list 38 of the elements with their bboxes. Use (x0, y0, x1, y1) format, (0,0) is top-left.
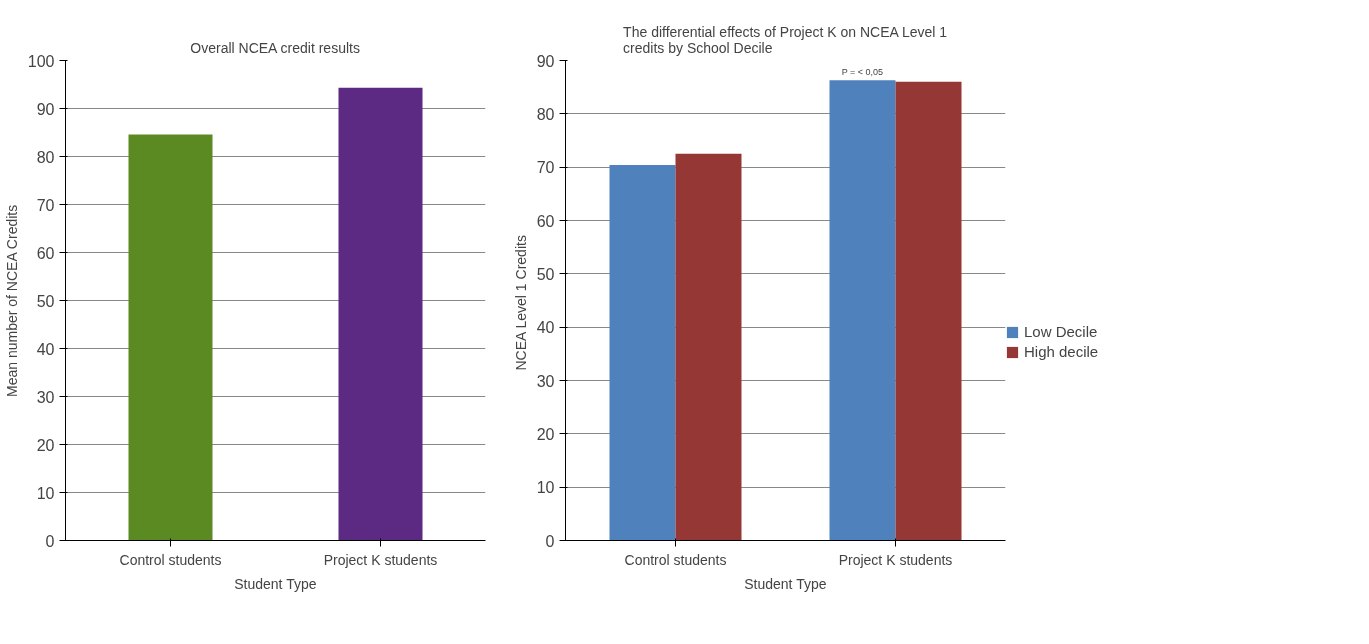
y-tick-label: 90 (36, 100, 55, 118)
y-axis-title: NCEA Level 1 Credits (512, 235, 529, 371)
x-tick-label: Project K students (838, 551, 953, 568)
y-tick-label: 60 (536, 212, 555, 230)
y-tick-label: 100 (27, 52, 55, 70)
y-tick-label: 80 (36, 148, 55, 166)
y-tick-label: 60 (36, 244, 55, 262)
y-tick-label: 10 (536, 479, 555, 497)
y-tick-label: 50 (36, 292, 55, 310)
y-tick-label: 50 (536, 265, 555, 283)
y-tick-label: 20 (36, 436, 55, 454)
y-tick-label: 0 (45, 532, 55, 550)
y-tick-label: 40 (36, 340, 55, 358)
y-tick-label: 0 (545, 532, 555, 550)
x-tick-label: Project K students (323, 551, 438, 568)
y-tick-label: 30 (36, 388, 55, 406)
x-axis-title: Student Type (744, 575, 827, 592)
y-tick-label: 80 (536, 105, 555, 123)
y-tick-label: 10 (36, 484, 55, 502)
x-tick-label: Control students (624, 551, 727, 568)
y-tick-label: 30 (536, 372, 555, 390)
chart-title: The differential effects of Project K on NCEA Level 1 credits by School Decile (623, 23, 948, 56)
y-axis-title: Mean number of NCEA Credits (3, 204, 20, 397)
x-axis-title: Student Type (234, 575, 317, 592)
chart-title: Overall NCEA credit results (190, 39, 360, 56)
x-tick-label: Control students (119, 551, 222, 568)
bar (675, 153, 742, 541)
bar (895, 81, 962, 541)
y-tick-label: 70 (36, 196, 55, 214)
y-tick-label: 90 (536, 52, 555, 70)
legend-label: High decile (1024, 343, 1099, 360)
annotation: P = < 0,05 (841, 67, 884, 78)
legend-label: Low Decile (1024, 323, 1098, 340)
y-tick-label: 40 (536, 319, 555, 337)
bar (829, 80, 896, 541)
y-tick-label: 20 (536, 425, 555, 443)
y-tick-label: 70 (536, 159, 555, 177)
bar (609, 165, 676, 541)
